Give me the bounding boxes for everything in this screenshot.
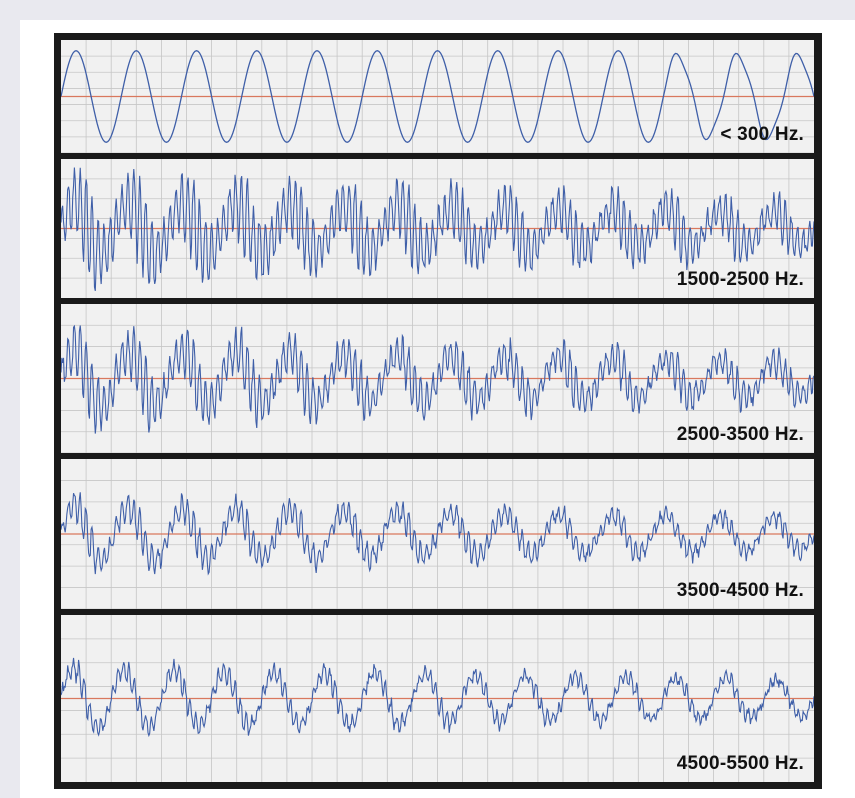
band-label-5: 4500-5500 Hz. (676, 753, 804, 774)
panel-band-2: 1500-2500 Hz. (61, 159, 814, 298)
band-label-1: < 300 Hz. (720, 124, 804, 145)
panel-band-5: 4500-5500 Hz. (61, 615, 814, 782)
waveform-plot-4 (61, 459, 814, 609)
panel-band-3: 2500-3500 Hz. (61, 304, 814, 453)
waveform-plot-5 (61, 615, 814, 782)
waveform-plot-3 (61, 304, 814, 453)
waveform-trace (61, 657, 814, 738)
chart-frame: < 300 Hz. 1500-2500 Hz. 2500-3500 Hz. 35… (54, 33, 822, 789)
waveform-trace (61, 324, 814, 434)
panel-band-4: 3500-4500 Hz. (61, 459, 814, 609)
band-label-3: 2500-3500 Hz. (676, 424, 804, 445)
waveform-plot-1 (61, 40, 814, 153)
band-label-2: 1500-2500 Hz. (676, 269, 804, 290)
waveform-plot-2 (61, 159, 814, 298)
band-label-4: 3500-4500 Hz. (676, 580, 804, 601)
waveform-trace (61, 50, 814, 143)
waveform-trace (61, 492, 814, 576)
panel-band-1: < 300 Hz. (61, 40, 814, 153)
waveform-trace (61, 167, 814, 292)
